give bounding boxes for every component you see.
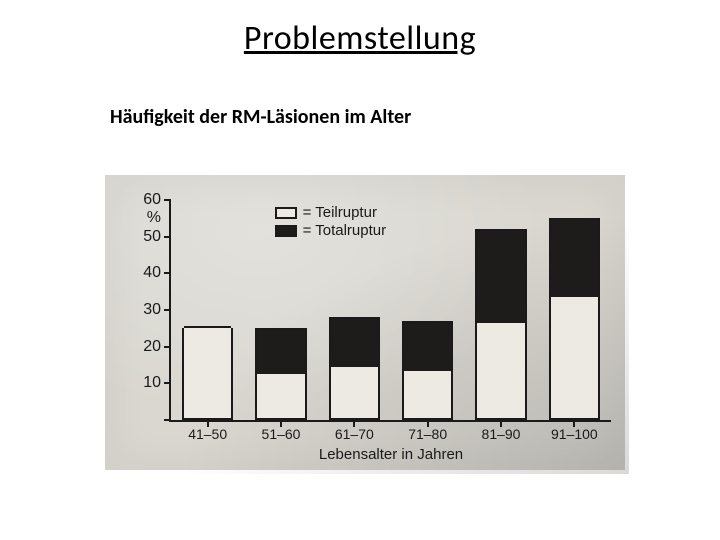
chart-plot-area: Lebensalter in Jahren 102030405060%41–50…: [169, 200, 611, 422]
legend-swatch: [275, 225, 297, 237]
page-title: Problemstellung: [244, 18, 476, 59]
legend-swatch: [275, 207, 297, 219]
bar-segment-teilruptur: [551, 293, 598, 418]
bar: [329, 317, 380, 420]
x-tick-label: 41–50: [188, 420, 227, 442]
bar-segment-totalruptur: [477, 231, 524, 323]
y-tick-label: 20: [143, 338, 171, 356]
bar: [402, 321, 453, 420]
y-tick: [164, 419, 171, 421]
bar-segment-totalruptur: [331, 319, 378, 367]
y-unit-label: %: [147, 209, 171, 227]
bar-segment-teilruptur: [331, 363, 378, 418]
slide: Problemstellung Häufigkeit der RM-Läsion…: [0, 0, 720, 540]
bar-segment-totalruptur: [404, 323, 451, 371]
bar: [549, 218, 600, 420]
x-tick-label: 91–100: [551, 420, 598, 442]
x-tick-label: 61–70: [335, 420, 374, 442]
bar-segment-teilruptur: [404, 367, 451, 418]
legend-label: = Teilruptur: [303, 204, 377, 222]
bar-segment-totalruptur: [257, 330, 304, 374]
x-tick-label: 71–80: [408, 420, 447, 442]
x-tick-label: 81–90: [482, 420, 521, 442]
y-tick-label: 30: [143, 301, 171, 319]
chart-legend: = Teilruptur= Totalruptur: [275, 204, 387, 240]
bar: [182, 328, 233, 420]
y-tick-label: 60: [143, 191, 171, 209]
bar: [475, 229, 526, 420]
bar-segment-teilruptur: [184, 326, 231, 418]
y-tick-label: 10: [143, 374, 171, 392]
bar: [255, 328, 306, 420]
bar-segment-teilruptur: [477, 319, 524, 418]
y-tick-label: 40: [143, 264, 171, 282]
subtitle: Häufigkeit der RM-Läsionen im Alter: [110, 105, 411, 129]
bar-segment-teilruptur: [257, 370, 304, 418]
title-wrap: Problemstellung: [0, 0, 720, 59]
legend-item: = Totalruptur: [275, 222, 387, 240]
legend-label: = Totalruptur: [303, 222, 387, 240]
x-tick-label: 51–60: [262, 420, 301, 442]
legend-item: = Teilruptur: [275, 204, 387, 222]
chart-photo: Lebensalter in Jahren 102030405060%41–50…: [105, 175, 625, 470]
y-tick-label: 50: [143, 228, 171, 246]
bar-segment-totalruptur: [551, 220, 598, 297]
